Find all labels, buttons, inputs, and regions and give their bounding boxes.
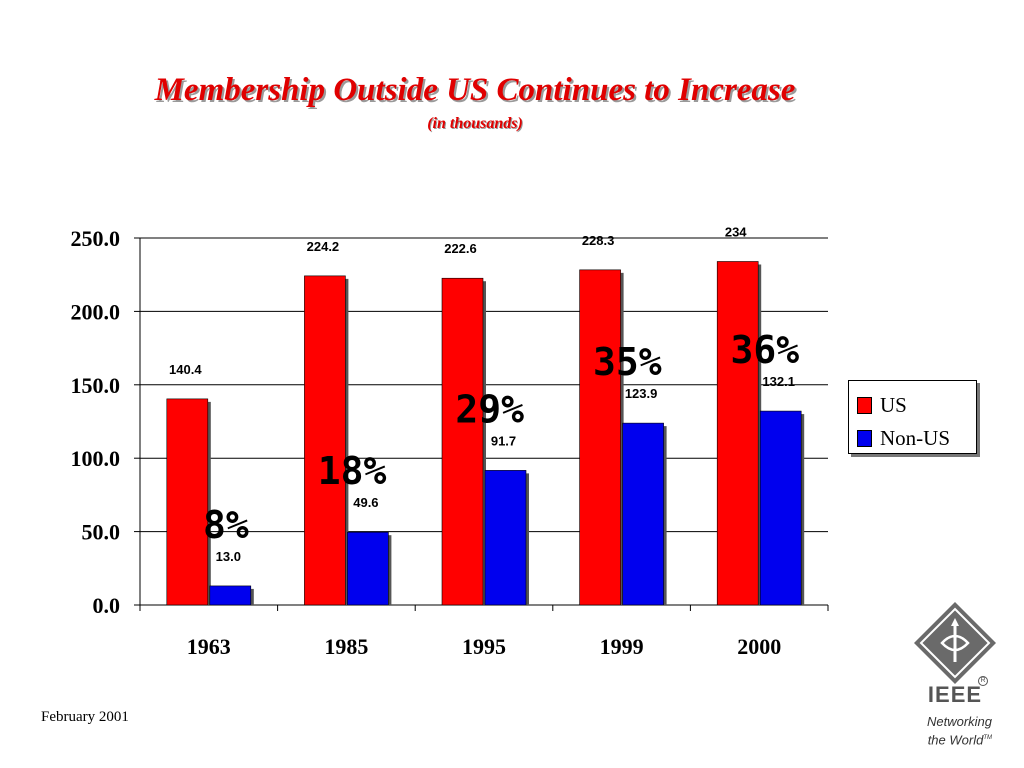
x-tick-label: 1963 xyxy=(187,634,231,659)
bar-us xyxy=(304,275,346,606)
chart-subtitle: (in thousands) xyxy=(427,115,523,132)
y-tick-label: 100.0 xyxy=(71,446,121,471)
y-tick-label: 250.0 xyxy=(71,226,121,251)
ieee-diamond-icon xyxy=(914,602,996,684)
data-label: 222.6 xyxy=(444,241,477,256)
percent-annotation: 18% xyxy=(318,449,387,493)
x-tick-label: 1995 xyxy=(462,634,506,659)
data-label: 13.0 xyxy=(216,549,241,564)
legend-swatch-non-us xyxy=(857,430,872,447)
x-tick-label: 2000 xyxy=(737,634,781,659)
data-label: 234 xyxy=(725,224,747,239)
bar-us xyxy=(579,269,621,606)
y-tick-label: 0.0 xyxy=(93,593,121,618)
tagline-line-1: Networking xyxy=(926,714,992,729)
bar-us xyxy=(166,398,209,606)
data-label: 224.2 xyxy=(307,239,340,254)
trademark-mark: TM xyxy=(983,735,992,741)
y-tick-label: 200.0 xyxy=(71,299,121,324)
tagline-line-2-text: the World xyxy=(927,732,984,748)
tagline-line-2: the WorldTM xyxy=(896,730,992,748)
legend-item-us: US xyxy=(857,393,907,418)
legend-item-non-us: Non-US xyxy=(857,426,950,451)
percent-annotation: 8% xyxy=(203,503,249,547)
registered-mark: R xyxy=(978,676,988,686)
bar-non-us xyxy=(347,531,389,606)
bar-non-us xyxy=(622,422,664,606)
y-tick-label: 150.0 xyxy=(71,373,121,398)
legend-swatch-us xyxy=(857,397,872,414)
data-label: 49.6 xyxy=(353,495,378,510)
bar-us xyxy=(716,261,759,606)
x-tick-label: 1999 xyxy=(600,634,644,659)
chart-legend: US Non-US xyxy=(848,380,977,454)
x-tick-label: 1985 xyxy=(324,634,368,659)
percent-annotation: 35% xyxy=(593,340,662,384)
data-label: 91.7 xyxy=(491,433,516,448)
tagline: Networking the WorldTM xyxy=(896,714,992,748)
legend-label-us: US xyxy=(880,393,907,417)
bar-us xyxy=(441,277,484,606)
percent-annotation: 29% xyxy=(455,387,524,431)
bar-non-us xyxy=(759,410,802,606)
footer-date: February 2001 xyxy=(41,709,129,725)
bar-non-us xyxy=(209,585,252,606)
data-label: 228.3 xyxy=(582,233,615,248)
legend-label-non-us: Non-US xyxy=(880,426,951,450)
bar-non-us xyxy=(484,470,527,606)
data-label: 123.9 xyxy=(625,386,658,401)
y-tick-label: 50.0 xyxy=(82,520,121,545)
percent-annotation: 36% xyxy=(731,328,800,372)
data-label: 132.1 xyxy=(762,374,795,389)
data-label: 140.4 xyxy=(169,362,202,377)
chart-title: Membership Outside US Continues to Incre… xyxy=(154,72,796,108)
ieee-wordmark: IEEE xyxy=(927,682,983,707)
